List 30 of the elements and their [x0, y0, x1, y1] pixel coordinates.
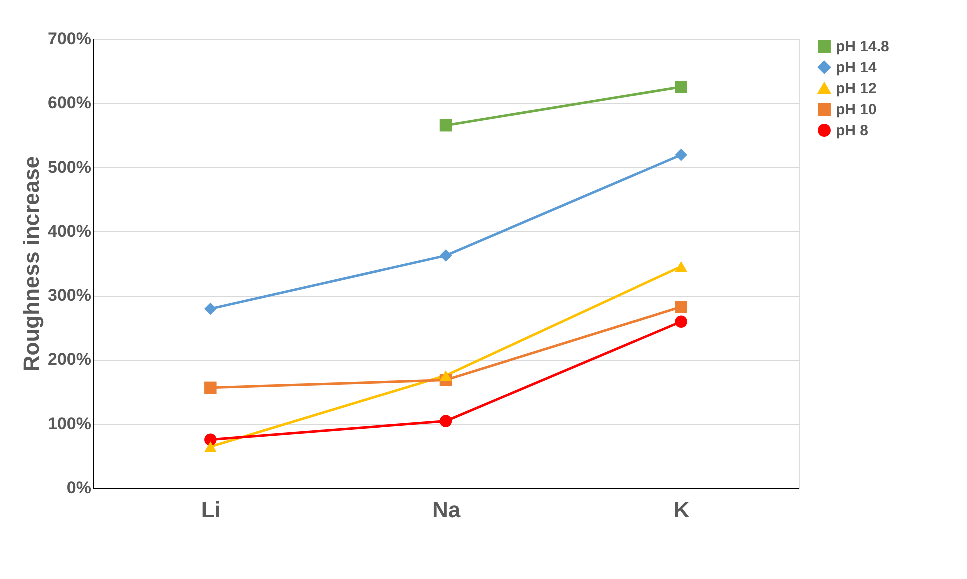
y-axis-title: Roughness increase: [19, 156, 44, 372]
legend-label: pH 10: [836, 102, 877, 118]
y-tick-label: 100%: [48, 414, 92, 434]
y-tick-label: 700%: [48, 30, 92, 48]
point: [440, 370, 452, 382]
point: [204, 442, 217, 452]
point: [440, 250, 452, 262]
point: [204, 302, 217, 316]
point: [204, 382, 217, 394]
point: [675, 148, 688, 162]
y-tick-label: 500%: [48, 158, 92, 177]
point: [675, 300, 688, 314]
point: [675, 80, 688, 94]
y-tick-label: 400%: [48, 222, 92, 241]
legend-label: pH 14: [836, 60, 878, 76]
legend-label: pH 14.8: [836, 38, 890, 56]
point: [204, 434, 217, 446]
y-tick-label: 300%: [48, 286, 92, 306]
y-tick-label: 0%: [66, 478, 92, 498]
x-tick-label: Na: [432, 498, 462, 522]
x-tick-label: K: [674, 498, 690, 522]
y-tick-label: 600%: [48, 94, 92, 113]
legend-label: pH 8: [836, 122, 869, 140]
point: [675, 261, 688, 272]
point: [440, 119, 452, 132]
y-tick-label: 200%: [48, 350, 92, 370]
legend-label: pH 12: [836, 80, 877, 98]
point: [440, 415, 452, 428]
x-tick-label: Li: [201, 498, 221, 522]
point: [675, 316, 688, 328]
